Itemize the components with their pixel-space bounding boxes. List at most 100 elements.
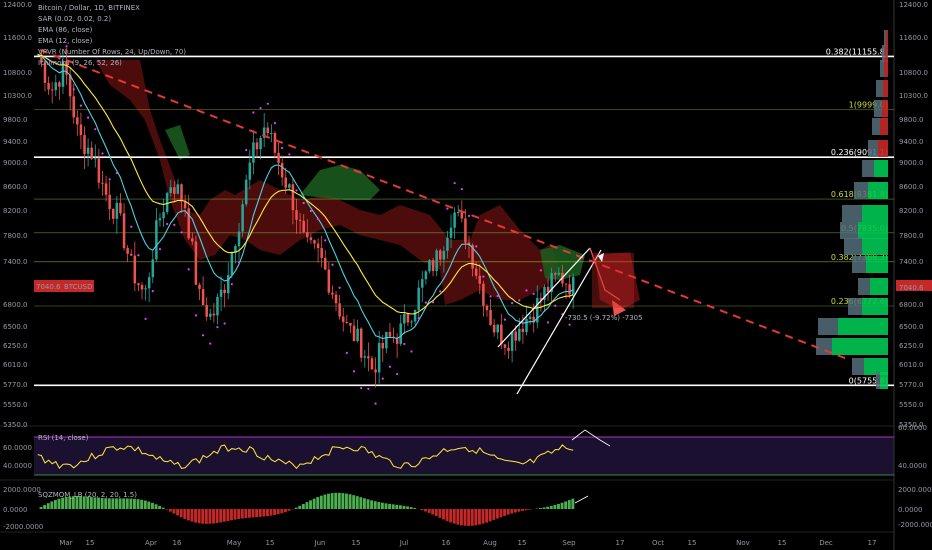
price-badge-symbol: BTCUSD bbox=[64, 283, 93, 291]
sar-dot bbox=[72, 88, 75, 91]
x-tick-label: 15 bbox=[86, 539, 95, 547]
y-tick-label-left: 5550.0 bbox=[3, 401, 28, 409]
fib-label: 0(5755.8) bbox=[849, 376, 888, 385]
candle-body bbox=[446, 237, 449, 251]
sar-dot bbox=[360, 387, 363, 390]
sar-dot bbox=[511, 302, 514, 305]
candle-body bbox=[111, 208, 115, 219]
mom-bar bbox=[467, 509, 471, 526]
candle-body bbox=[528, 316, 532, 320]
vpvr-row bbox=[852, 256, 866, 273]
y-tick-label-left: 6250.0 bbox=[3, 342, 28, 350]
sar-dot bbox=[367, 387, 370, 390]
candle-body bbox=[122, 213, 126, 249]
mom-bar bbox=[377, 502, 381, 509]
price-badge bbox=[34, 280, 94, 292]
indicator-vpvr: VPVR (Number Of Rows, 24, Up/Down, 70) bbox=[38, 48, 186, 56]
candle-body bbox=[270, 133, 273, 135]
candle-body bbox=[410, 321, 413, 323]
y-tick-label: 5770.0 bbox=[899, 381, 924, 389]
candle-body bbox=[252, 142, 255, 163]
candle-body bbox=[255, 142, 259, 150]
y-tick-label: 6800.0 bbox=[899, 301, 924, 309]
candle-body bbox=[403, 314, 406, 324]
candle-body bbox=[288, 184, 291, 188]
mom-bar bbox=[513, 509, 517, 513]
mom-bar bbox=[248, 509, 251, 518]
sar-dot bbox=[496, 294, 499, 298]
rsi-line bbox=[37, 444, 574, 470]
mom-bar bbox=[53, 500, 57, 509]
mom-bar bbox=[366, 499, 370, 509]
mom-bar bbox=[57, 498, 61, 509]
x-tick-label: Oct bbox=[652, 539, 664, 547]
sar-dot bbox=[130, 225, 133, 228]
candle-body bbox=[334, 294, 338, 304]
y-tick-label-left: 6500.0 bbox=[3, 323, 28, 331]
mom-bar bbox=[294, 507, 298, 509]
sar-dot bbox=[51, 60, 54, 63]
mom-bar bbox=[136, 499, 140, 509]
y-tick-label-left: 6010.0 bbox=[3, 361, 28, 369]
vpvr-row bbox=[882, 45, 885, 62]
mom-bar bbox=[39, 506, 43, 509]
candle-body bbox=[40, 54, 43, 63]
candle-body bbox=[173, 187, 176, 194]
vpvr-row bbox=[880, 118, 888, 135]
sar-dot bbox=[352, 370, 356, 373]
mom-bar bbox=[431, 509, 435, 515]
x-tick-label: Aug bbox=[483, 539, 497, 547]
candle-body bbox=[395, 337, 399, 344]
mom-bar bbox=[309, 500, 312, 509]
candle-body bbox=[273, 133, 277, 153]
candle-body bbox=[115, 203, 119, 219]
candle-body bbox=[442, 250, 446, 260]
mom-bar bbox=[97, 497, 100, 509]
projection-path bbox=[589, 247, 621, 301]
candle-body bbox=[507, 347, 510, 351]
candle-body bbox=[144, 288, 147, 290]
candle-body bbox=[489, 310, 492, 325]
mom-bar bbox=[542, 507, 546, 509]
mom-bar bbox=[409, 507, 413, 509]
mom-bar bbox=[571, 498, 575, 509]
candle-body bbox=[352, 325, 356, 342]
y-tick-label-left: 6800.0 bbox=[3, 301, 28, 309]
mom-bar bbox=[244, 509, 248, 519]
sar-dot bbox=[410, 350, 413, 353]
sar-dot bbox=[173, 223, 176, 226]
mom-bar bbox=[89, 497, 93, 509]
sar-dot bbox=[417, 317, 420, 320]
candle-body bbox=[349, 322, 352, 326]
candle-body bbox=[68, 74, 72, 97]
vpvr-row bbox=[858, 278, 870, 295]
mom-bar bbox=[233, 509, 237, 520]
candle-body bbox=[320, 248, 323, 258]
axes: Mar 15 Apr 16 May 15 Jun 15 Jul 16 Aug 15 Sep 17 Oct 15… bbox=[3, 1, 928, 547]
candle-body bbox=[449, 227, 453, 238]
mom-bar bbox=[222, 509, 226, 522]
candle-body bbox=[482, 283, 485, 306]
x-tick-label: 15 bbox=[778, 539, 787, 547]
candle-body bbox=[338, 303, 341, 317]
candle-body bbox=[492, 324, 496, 333]
mom-bar bbox=[287, 509, 291, 511]
sar-dot bbox=[122, 217, 126, 221]
rsi-label: RSI (14, close) bbox=[38, 434, 89, 442]
mom-bar bbox=[438, 509, 442, 518]
mom-bar bbox=[133, 498, 136, 509]
candle-body bbox=[94, 158, 97, 160]
candle-body bbox=[428, 260, 431, 272]
sar-dot bbox=[288, 153, 291, 156]
mom-bar bbox=[262, 509, 266, 517]
candle-body bbox=[212, 313, 216, 316]
x-tick-label: Mar bbox=[59, 539, 72, 547]
sar-dot bbox=[489, 295, 492, 298]
mom-bar bbox=[352, 495, 356, 509]
mom-bar bbox=[86, 496, 90, 509]
mom-bar bbox=[194, 509, 197, 523]
candle-body bbox=[219, 289, 223, 297]
y-tick-label: 5350.0 bbox=[899, 421, 924, 429]
candle-body bbox=[406, 314, 410, 323]
y-tick-label: 9000.0 bbox=[899, 159, 924, 167]
